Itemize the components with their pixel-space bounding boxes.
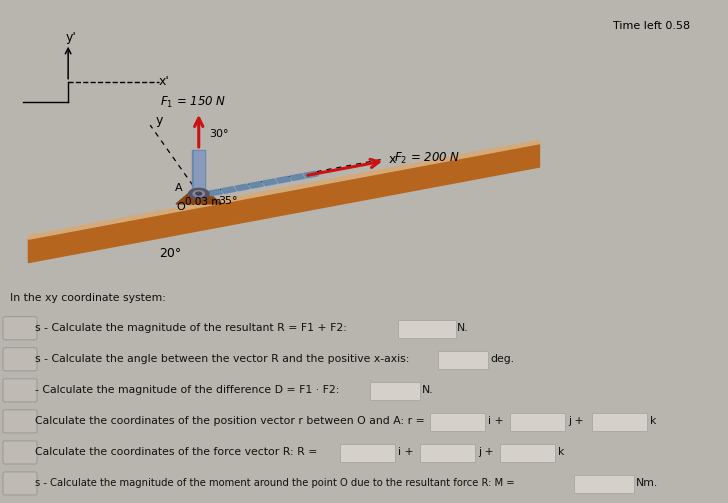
- Text: N.: N.: [457, 323, 469, 333]
- Polygon shape: [192, 150, 205, 194]
- Polygon shape: [176, 185, 221, 204]
- Text: k: k: [558, 447, 564, 457]
- Text: - Calculate the magnitude of the difference D = F1 · F2:: - Calculate the magnitude of the differe…: [35, 385, 339, 395]
- Bar: [592, 413, 647, 431]
- Text: In the xy coordinate system:: In the xy coordinate system:: [10, 293, 166, 303]
- Polygon shape: [262, 179, 277, 186]
- Text: s - Calculate the magnitude of the moment around the point O due to the resultan: s - Calculate the magnitude of the momen…: [35, 478, 515, 488]
- Bar: [438, 351, 488, 369]
- Text: $F_2$ = 200 N: $F_2$ = 200 N: [394, 151, 460, 166]
- FancyBboxPatch shape: [3, 379, 37, 402]
- FancyBboxPatch shape: [3, 441, 37, 464]
- Text: i +: i +: [398, 447, 414, 457]
- Text: Nm.: Nm.: [636, 478, 658, 488]
- Polygon shape: [248, 182, 264, 188]
- Polygon shape: [304, 172, 318, 178]
- Text: 35°: 35°: [218, 196, 238, 206]
- Polygon shape: [194, 151, 204, 192]
- Polygon shape: [221, 187, 236, 193]
- Text: Calculate the coordinates of the force vector R: R =: Calculate the coordinates of the force v…: [35, 447, 317, 457]
- Bar: [574, 475, 634, 493]
- Text: x': x': [159, 75, 170, 88]
- Text: i +: i +: [488, 416, 504, 426]
- Text: $F_1$ = 150 N: $F_1$ = 150 N: [160, 95, 226, 110]
- FancyBboxPatch shape: [3, 410, 37, 433]
- FancyBboxPatch shape: [3, 317, 37, 340]
- Bar: [398, 320, 456, 338]
- FancyBboxPatch shape: [3, 472, 37, 495]
- Text: s - Calculate the angle between the vector R and the positive x-axis:: s - Calculate the angle between the vect…: [35, 354, 409, 364]
- Text: deg.: deg.: [490, 354, 514, 364]
- Circle shape: [189, 189, 209, 199]
- Polygon shape: [276, 177, 291, 183]
- Text: j +: j +: [568, 416, 584, 426]
- Text: 20°: 20°: [159, 247, 181, 260]
- Text: N.: N.: [422, 385, 434, 395]
- Circle shape: [193, 191, 205, 197]
- Polygon shape: [28, 144, 539, 263]
- Text: O: O: [176, 202, 185, 212]
- Bar: [340, 444, 395, 462]
- Bar: [420, 444, 475, 462]
- Bar: [430, 413, 485, 431]
- Text: j +: j +: [478, 447, 494, 457]
- Text: s - Calculate the magnitude of the resultant R = F1 + F2:: s - Calculate the magnitude of the resul…: [35, 323, 347, 333]
- Text: 30°: 30°: [209, 129, 229, 139]
- Text: Calculate the coordinates of the position vector r between O and A: r =: Calculate the coordinates of the positio…: [35, 416, 424, 426]
- Polygon shape: [290, 174, 304, 181]
- Text: A: A: [175, 183, 183, 193]
- Bar: [370, 382, 420, 400]
- Text: y': y': [66, 31, 76, 44]
- Polygon shape: [28, 140, 539, 239]
- Circle shape: [196, 192, 202, 195]
- Bar: [500, 444, 555, 462]
- Bar: [510, 413, 565, 431]
- Text: y: y: [156, 114, 163, 127]
- Text: x: x: [388, 153, 396, 166]
- FancyBboxPatch shape: [3, 348, 37, 371]
- Text: 0.03 m: 0.03 m: [185, 197, 221, 207]
- Text: k: k: [650, 416, 657, 426]
- Polygon shape: [207, 189, 222, 196]
- Polygon shape: [235, 184, 250, 191]
- Text: Time left 0.58: Time left 0.58: [613, 22, 690, 31]
